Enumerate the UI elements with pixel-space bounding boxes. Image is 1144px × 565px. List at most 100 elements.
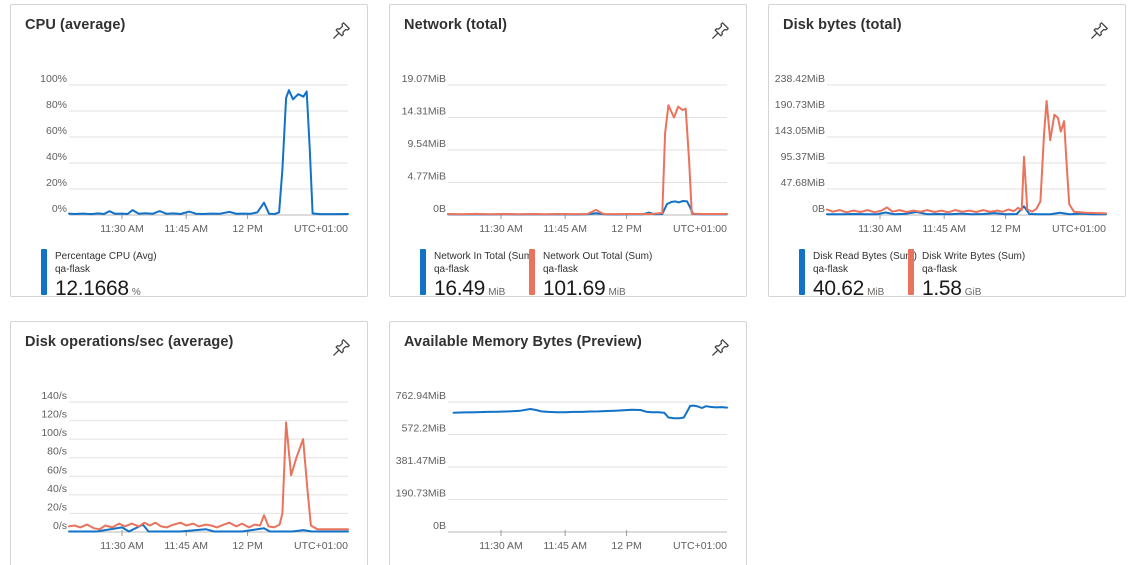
metric-card-cpu: CPU (average) 0% 20% 40% 60% 80% 100% 11:30 AM… [10, 4, 368, 300]
legend-value-row: 1.58 GiB [922, 277, 1025, 301]
x-axis-label: 11:30 AM [858, 223, 902, 235]
chart-canvas: 0/s 20/s 40/s 60/s 80/s 100/s 120/s 140/s 11:30 … [41, 390, 349, 552]
y-axis-label: 100/s [41, 427, 67, 439]
pin-button[interactable] [709, 336, 732, 362]
legend-unit: MiB [608, 287, 626, 298]
chart-canvas: 0B 190.73MiB 381.47MiB 572.2MiB 762.94MiB 11:… [396, 390, 728, 552]
y-axis-label: 381.47MiB [396, 455, 446, 467]
chart-plot-area[interactable]: 0B 4.77MiB 9.54MiB 14.31MiB 19.07MiB 11:30 AM… [402, 49, 732, 247]
series-line [68, 523, 349, 533]
legend-label: Percentage CPU (Avg) [55, 251, 157, 262]
chart-title: Disk operations/sec (average) [25, 334, 234, 350]
chart-plot-area[interactable]: 0% 20% 40% 60% 80% 100% 11:30 AM 11:45 AM 12 PM U… [25, 49, 353, 247]
chart-legend: Network In Total (Sum) qa-flask 16.49 MiB Ne… [420, 249, 732, 301]
legend-unit: GiB [964, 287, 982, 298]
legend-color-bar [908, 249, 914, 295]
pushpin-icon [712, 339, 729, 356]
y-axis-label: 143.05MiB [775, 125, 825, 137]
y-axis-label: 40% [46, 151, 67, 163]
y-axis-label: 0B [433, 203, 446, 215]
chart-plot-area[interactable]: 0/s 20/s 40/s 60/s 80/s 100/s 120/s 140/s 11:30 … [25, 366, 353, 564]
timezone-label: UTC+01:00 [294, 223, 348, 235]
x-axis-label: 12 PM [232, 223, 262, 235]
legend-item[interactable]: Disk Write Bytes (Sum) qa-flask 1.58 GiB [908, 249, 1025, 301]
legend-label: Network Out Total (Sum) [543, 251, 653, 262]
legend-value: 1.58 [922, 277, 962, 300]
pushpin-icon [712, 22, 729, 39]
pin-button[interactable] [330, 336, 353, 362]
x-axis-label: 12 PM [611, 223, 641, 235]
y-axis-label: 0B [812, 203, 825, 215]
x-axis-label: 11:30 AM [479, 223, 523, 235]
metric-card-available-memory: Available Memory Bytes (Preview) 0B 190.7… [389, 321, 747, 565]
series-line [447, 104, 728, 216]
series-line [452, 404, 728, 420]
legend-resource: qa-flask [434, 264, 470, 275]
pushpin-icon [1091, 22, 1108, 39]
legend-color-bar [420, 249, 426, 295]
legend-resource: qa-flask [813, 264, 849, 275]
metric-card-disk-bytes: Disk bytes (total) 0B 47.68MiB 95.37MiB 143… [768, 4, 1126, 300]
legend-value: 16.49 [434, 277, 486, 300]
y-axis-label: 47.68MiB [781, 177, 825, 189]
chart-plot-area[interactable]: 0B 47.68MiB 95.37MiB 143.05MiB 190.73MiB 238.… [775, 49, 1111, 247]
legend-texts: Percentage CPU (Avg) qa-flask 12.1668% [55, 249, 157, 301]
legend-item[interactable]: Percentage CPU (Avg) qa-flask 12.1668% [41, 249, 157, 301]
y-axis-label: 190.73MiB [396, 488, 446, 500]
legend-value: 12.1668 [55, 277, 129, 300]
x-axis-label: 11:45 AM [543, 540, 587, 552]
chart-plot-area[interactable]: 0B 190.73MiB 381.47MiB 572.2MiB 762.94MiB 11:… [396, 366, 732, 564]
y-axis-label: 238.42MiB [775, 73, 825, 85]
legend-resource: qa-flask [922, 264, 958, 275]
legend-item[interactable]: Disk Read Bytes (Sum) qa-flask 40.62 MiB [799, 249, 917, 301]
legend-value-row: 40.62 MiB [813, 277, 917, 301]
legend-item[interactable]: Network Out Total (Sum) qa-flask 101.69 MiB [529, 249, 652, 301]
y-axis-label: 14.31MiB [402, 105, 446, 117]
x-axis-label: 11:45 AM [164, 540, 208, 552]
legend-item[interactable]: Network In Total (Sum) qa-flask 16.49 MiB [420, 249, 536, 301]
y-axis-label: 100% [40, 73, 67, 85]
legend-texts: Disk Write Bytes (Sum) qa-flask 1.58 GiB [922, 249, 1025, 301]
legend-value-row: 16.49 MiB [434, 277, 536, 301]
pushpin-icon [333, 339, 350, 356]
legend-value: 101.69 [543, 277, 606, 300]
y-axis-label: 80/s [47, 446, 67, 458]
y-axis-label: 120/s [41, 409, 67, 421]
y-axis-label: 0/s [53, 520, 67, 532]
y-axis-label: 9.54MiB [407, 138, 446, 150]
x-axis-label: 11:45 AM [543, 223, 587, 235]
legend-resource: qa-flask [55, 264, 91, 275]
chart-title: CPU (average) [25, 17, 126, 33]
legend-texts: Disk Read Bytes (Sum) qa-flask 40.62 MiB [813, 249, 917, 301]
y-axis-label: 0B [433, 520, 446, 532]
card-header: Disk operations/sec (average) [25, 334, 353, 362]
metric-card-network: Network (total) 0B 4.77MiB 9.54MiB 14.31MiB… [389, 4, 747, 300]
legend-label: Disk Write Bytes (Sum) [922, 251, 1026, 262]
y-axis-label: 762.94MiB [396, 390, 446, 402]
legend-color-bar [799, 249, 805, 295]
x-axis-label: 12 PM [611, 540, 641, 552]
card-header: Disk bytes (total) [783, 17, 1111, 45]
y-axis-label: 0% [52, 203, 67, 215]
chart-canvas: 0B 47.68MiB 95.37MiB 143.05MiB 190.73MiB 238.… [775, 73, 1107, 235]
series-line [447, 200, 728, 216]
chart-canvas: 0% 20% 40% 60% 80% 100% 11:30 AM 11:45 AM 12 PM U… [40, 73, 349, 235]
pin-button[interactable] [330, 19, 353, 45]
y-axis-label: 572.2MiB [402, 423, 446, 435]
x-axis-label: 11:30 AM [100, 540, 144, 552]
x-axis-label: 11:45 AM [922, 223, 966, 235]
y-axis-label: 95.37MiB [781, 151, 825, 163]
series-line [68, 421, 349, 531]
y-axis-label: 60% [46, 125, 67, 137]
y-axis-label: 20/s [47, 501, 67, 513]
legend-label: Network In Total (Sum) [434, 251, 536, 262]
series-line [68, 89, 349, 216]
legend-unit: MiB [867, 287, 885, 298]
timezone-label: UTC+01:00 [1052, 223, 1106, 235]
legend-color-bar [529, 249, 535, 295]
chart-title: Network (total) [404, 17, 507, 33]
legend-unit: MiB [488, 287, 506, 298]
y-axis-label: 140/s [41, 390, 67, 402]
pin-button[interactable] [709, 19, 732, 45]
pin-button[interactable] [1088, 19, 1111, 45]
